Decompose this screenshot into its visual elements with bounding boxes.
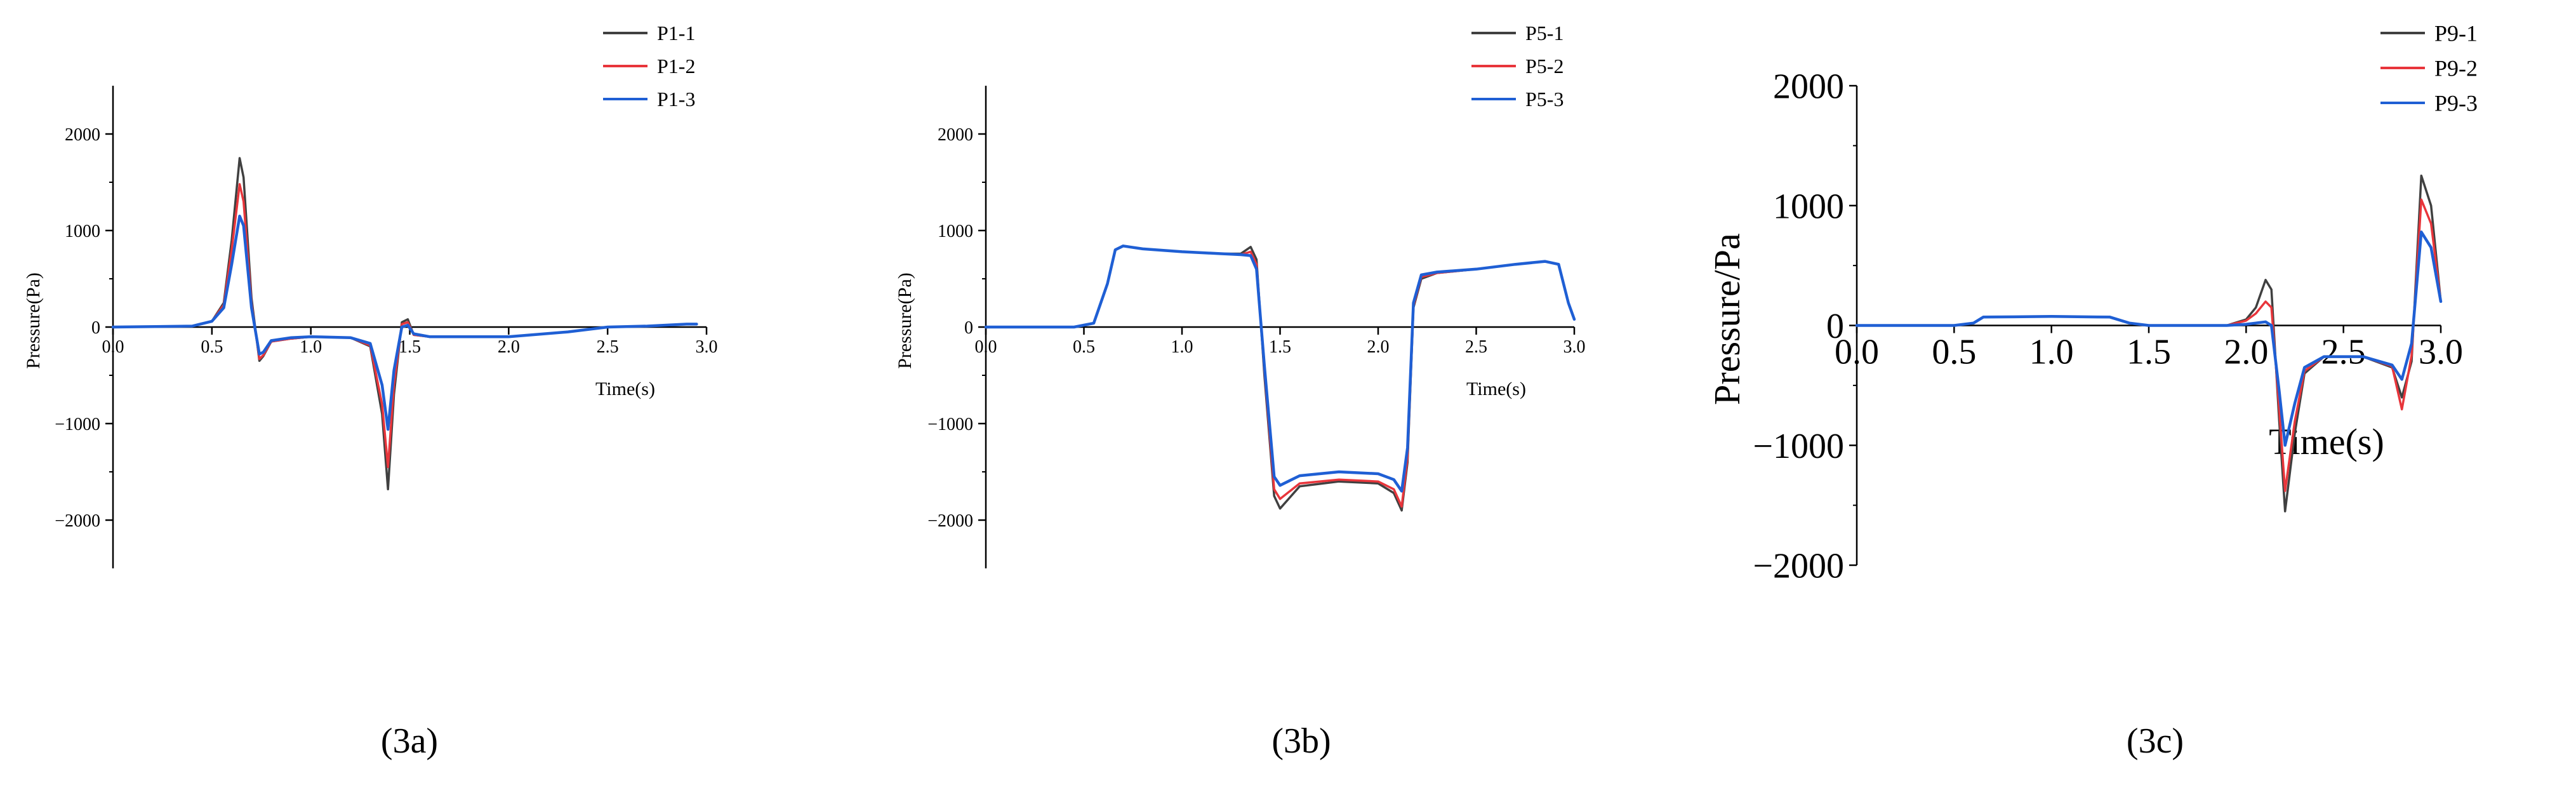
panel-caption: (3b): [1271, 721, 1331, 761]
legend-label: P9-3: [2434, 91, 2478, 116]
x-axis-title: Time(s): [595, 378, 655, 399]
x-tick-label: 0.0: [102, 337, 124, 357]
y-tick-label: 0: [91, 318, 100, 338]
legend-label: P9-2: [2434, 56, 2478, 81]
x-tick-label: 2.5: [597, 337, 619, 357]
panel-caption: (3a): [381, 721, 438, 761]
y-tick-label: −1000: [1753, 427, 1844, 466]
x-tick-label: 1.5: [2127, 333, 2171, 372]
y-tick-label: 1000: [65, 222, 100, 241]
y-tick-label: 2000: [1773, 67, 1844, 107]
legend-label: P5-1: [1525, 22, 1564, 44]
y-tick-label: −2000: [55, 511, 100, 531]
x-tick-label: 2.5: [1465, 337, 1487, 357]
x-tick-label: 1.0: [300, 337, 322, 357]
legend-label: P9-1: [2434, 21, 2478, 46]
x-tick-label: 1.0: [1171, 337, 1193, 357]
y-axis-title: Pressure(Pa): [23, 272, 44, 369]
x-tick-label: 3.0: [2419, 333, 2463, 372]
y-tick-label: 1000: [1773, 187, 1844, 226]
chart-panel-3: −2000 −1000 0 1000 2000 0.0 0.5 1.0 1.5 2.0 2.5 3.0…: [1706, 21, 2478, 761]
y-tick-label: 0: [964, 318, 973, 338]
x-tick-label: 3.0: [696, 337, 718, 357]
legend-label: P5-3: [1525, 88, 1564, 110]
x-tick-label: 2.0: [1367, 337, 1390, 357]
y-axis-title: Pressure(Pa): [894, 272, 915, 369]
y-tick-label: −1000: [55, 415, 100, 434]
y-tick-label: −1000: [927, 415, 973, 434]
x-tick-label: 0.0: [975, 337, 997, 357]
x-tick-label: 0.5: [1932, 333, 1976, 372]
y-axis-title: Pressure/Pa: [1706, 233, 1748, 405]
x-tick-label: 2.0: [498, 337, 520, 357]
chart-panel-2: −2000 −1000 0 1000 2000 0.0 0.5 1.0 1.5 2.0 2.5 3.0…: [894, 22, 1586, 761]
x-tick-label: 1.0: [2029, 333, 2074, 372]
series-line-p1-3: [111, 214, 698, 431]
x-tick-label: 1.5: [1269, 337, 1291, 357]
x-tick-label: 0.0: [1835, 333, 1879, 372]
y-tick-label: −2000: [1753, 547, 1844, 586]
legend-label: P1-3: [657, 88, 695, 110]
y-tick-label: −2000: [927, 511, 973, 531]
panel-caption: (3c): [2127, 721, 2184, 761]
x-tick-label: 3.0: [1564, 337, 1586, 357]
legend-label: P1-1: [657, 22, 695, 44]
series-line-p5-3: [984, 244, 1576, 493]
x-tick-label: 2.5: [2321, 333, 2366, 372]
y-tick-label: 2000: [65, 125, 100, 145]
chart-panel-1: −2000 −1000 0 1000 2000 0.0 0.5 1.0 1.5 2.0 2.5 3.0…: [23, 22, 718, 761]
x-axis-title: Time(s): [1466, 378, 1526, 399]
series-line-p9-3: [1855, 231, 2443, 447]
legend-label: P5-2: [1525, 55, 1564, 77]
y-tick-label: 0: [1826, 307, 1844, 346]
y-tick-label: 2000: [938, 125, 973, 145]
x-tick-label: 2.0: [2224, 333, 2268, 372]
y-tick-label: 1000: [938, 222, 973, 241]
x-tick-label: 0.5: [201, 337, 223, 357]
legend-label: P1-2: [657, 55, 695, 77]
x-tick-label: 0.5: [1073, 337, 1095, 357]
x-tick-label: 1.5: [399, 337, 421, 357]
